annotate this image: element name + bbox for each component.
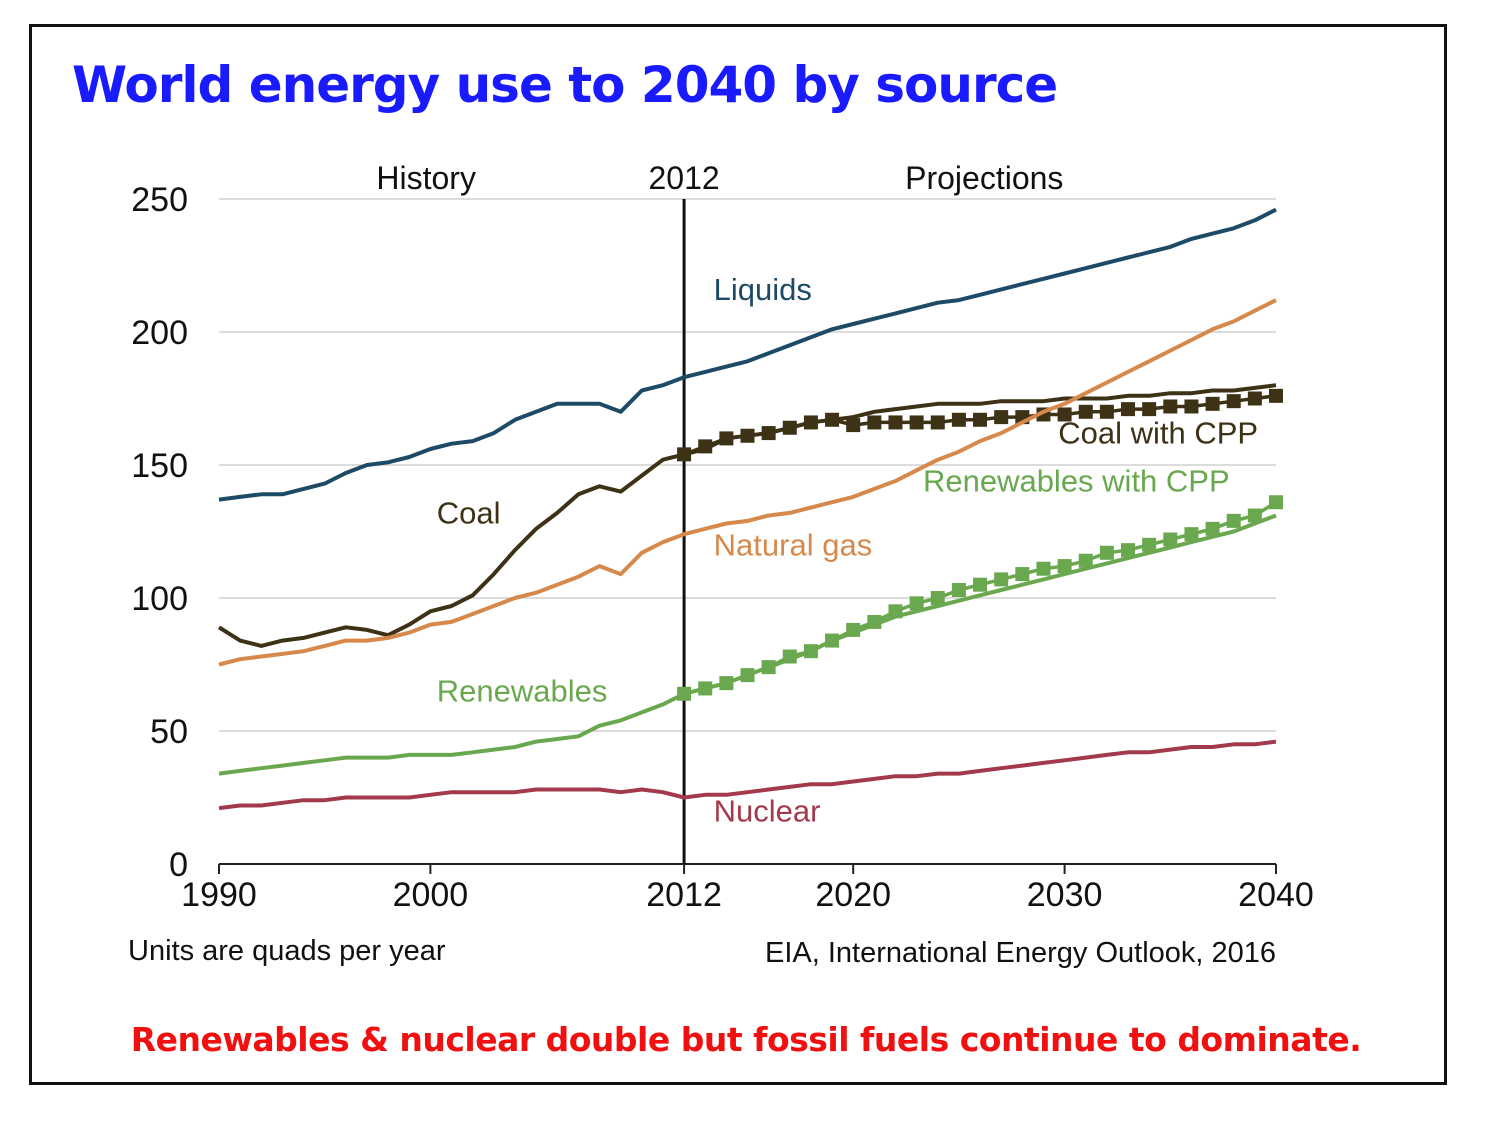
data-point-renewables-with-cpp [698, 681, 713, 696]
data-point-renewables-with-cpp [909, 596, 924, 611]
data-point-coal-with-cpp [740, 428, 755, 443]
data-point-coal-with-cpp [867, 415, 882, 430]
source-note: EIA, International Energy Outlook, 2016 [765, 937, 1277, 969]
data-point-coal-with-cpp [951, 412, 966, 427]
annotation-labels: Liquids Coal Coal with CPP Renewables with … [437, 272, 1258, 828]
data-point-renewables-with-cpp [1057, 559, 1072, 574]
x-tick-label: 2000 [393, 876, 469, 914]
data-point-renewables-with-cpp [803, 644, 818, 659]
data-point-renewables-with-cpp [1163, 532, 1178, 547]
y-tick-label: 150 [131, 447, 188, 485]
data-point-coal-with-cpp [825, 412, 840, 427]
figure-frame [29, 24, 1447, 1085]
data-point-renewables-with-cpp [719, 676, 734, 691]
y-tick-label: 0 [169, 846, 188, 884]
data-point-coal-with-cpp [846, 418, 861, 433]
data-point-coal-with-cpp [909, 415, 924, 430]
data-point-coal-with-cpp [930, 415, 945, 430]
data-point-renewables-with-cpp [1099, 545, 1114, 560]
data-point-renewables-with-cpp [973, 577, 988, 592]
data-point-coal-with-cpp [994, 410, 1009, 425]
data-point-renewables-with-cpp [677, 686, 692, 701]
data-point-coal-with-cpp [761, 426, 776, 441]
y-tick-label: 50 [150, 713, 188, 751]
data-point-coal-with-cpp [1057, 407, 1072, 422]
series-line-natural-gas [218, 298, 1277, 667]
data-point-renewables-with-cpp [825, 633, 840, 648]
data-point-renewables-with-cpp [867, 614, 882, 629]
data-point-renewables-with-cpp [740, 668, 755, 683]
label-coal_cpp: Coal with CPP [1058, 416, 1258, 451]
series-group [217, 207, 1283, 811]
chart-title: World energy use to 2040 by source [72, 56, 1058, 114]
data-point-coal-with-cpp [1142, 402, 1157, 417]
data-point-coal-with-cpp [1163, 399, 1178, 414]
data-point-coal-with-cpp [803, 415, 818, 430]
label-renewables: Renewables [437, 674, 608, 709]
data-point-coal-with-cpp [1121, 402, 1136, 417]
divider-label: 2012 [648, 160, 719, 196]
data-point-coal-with-cpp [1184, 399, 1199, 414]
data-point-renewables-with-cpp [1269, 495, 1283, 510]
axes: 0 50 100 150 200 250 1990 2000 2012 2020 2030 2040 H… [131, 160, 1314, 914]
data-point-renewables-with-cpp [888, 604, 903, 619]
data-point-coal-with-cpp [698, 439, 713, 454]
data-point-renewables-with-cpp [951, 583, 966, 598]
y-tick-label: 100 [131, 580, 188, 618]
data-point-coal-with-cpp [1078, 404, 1093, 419]
data-point-coal-with-cpp [973, 412, 988, 427]
data-point-renewables-with-cpp [782, 649, 797, 664]
data-point-coal-with-cpp [677, 447, 692, 462]
data-point-coal-with-cpp [1226, 394, 1241, 409]
projections-label: Projections [905, 160, 1063, 196]
data-point-renewables-with-cpp [1036, 561, 1051, 576]
label-coal: Coal [437, 496, 501, 531]
y-tick-label: 200 [131, 314, 188, 352]
y-tick-label: 250 [131, 181, 188, 219]
data-point-renewables-with-cpp [1121, 543, 1136, 558]
data-point-renewables-with-cpp [1226, 513, 1241, 528]
data-point-coal-with-cpp [1099, 404, 1114, 419]
data-point-renewables-with-cpp [994, 572, 1009, 587]
data-point-renewables-with-cpp [1247, 508, 1262, 523]
data-point-coal-with-cpp [782, 420, 797, 435]
data-point-renewables-with-cpp [1184, 527, 1199, 542]
gridlines [219, 198, 1276, 732]
data-point-renewables-with-cpp [1142, 537, 1157, 552]
data-point-renewables-with-cpp [1015, 567, 1030, 582]
x-tick-label: 2012 [646, 876, 722, 914]
data-point-renewables-with-cpp [846, 622, 861, 637]
data-point-coal-with-cpp [888, 415, 903, 430]
series-line-nuclear [218, 739, 1277, 811]
data-point-renewables-with-cpp [1205, 521, 1220, 536]
x-tick-label: 1990 [181, 876, 257, 914]
data-point-renewables-with-cpp [930, 591, 945, 605]
data-point-renewables-with-cpp [761, 660, 776, 675]
units-note: Units are quads per year [128, 935, 446, 967]
data-point-coal-with-cpp [1205, 396, 1220, 411]
label-renewables_cpp: Renewables with CPP [923, 464, 1230, 499]
label-liquids: Liquids [714, 272, 812, 307]
caption: Renewables & nuclear double but fossil f… [130, 1020, 1362, 1059]
data-point-coal-with-cpp [719, 431, 734, 446]
series-line-liquids [218, 207, 1277, 502]
data-point-renewables-with-cpp [1078, 553, 1093, 568]
x-tick-label: 2030 [1027, 876, 1103, 914]
data-point-coal-with-cpp [1269, 388, 1283, 403]
label-nuclear: Nuclear [714, 793, 821, 828]
label-natural_gas: Natural gas [714, 527, 873, 562]
data-point-coal-with-cpp [1247, 391, 1262, 406]
x-tick-label: 2020 [815, 876, 891, 914]
history-label: History [376, 160, 476, 196]
x-tick-label: 2040 [1238, 876, 1314, 914]
